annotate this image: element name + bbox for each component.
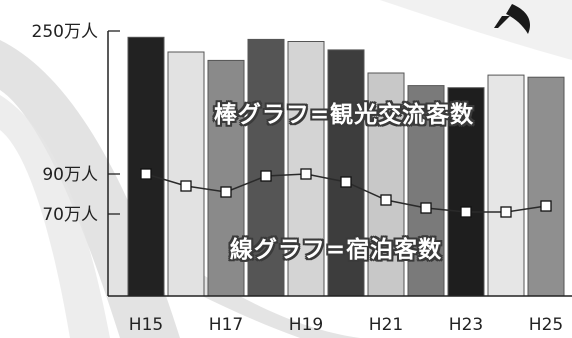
axes [107,31,572,297]
line-point-H20 [340,176,352,188]
line-point-H19 [300,168,312,180]
bar-H22 [407,85,445,297]
bar-H23 [447,87,485,297]
y-tick-label: 70万人 [42,205,98,225]
bar-series [127,36,565,297]
bar-H16 [167,51,205,297]
line-markers [140,168,552,218]
y-tick-labels: 250万人 90万人 70万人 [32,22,120,225]
bar-H18 [247,38,285,297]
bar-H21 [367,72,405,297]
line-point-H16 [180,180,192,192]
line-point-H25 [540,200,552,212]
x-tick-label: H21 [369,315,403,335]
x-tick-label: H23 [449,315,483,335]
line-point-H24 [500,206,512,218]
x-tick-label: H15 [129,315,163,335]
tick-mark-icon [494,16,510,28]
y-tick-label: 90万人 [42,165,98,185]
bar-H25 [527,76,565,297]
line-point-H17 [220,186,232,198]
x-tick-label: H25 [529,315,563,335]
line-point-H22 [420,202,432,214]
x-tick-label: H17 [209,315,243,335]
x-tick-label: H19 [289,315,323,335]
y-tick-label: 250万人 [32,22,98,42]
bar-H24 [487,74,525,297]
line-point-H23 [460,206,472,218]
bar-H17 [207,59,245,297]
line-point-H21 [380,194,392,206]
line-point-H15 [140,168,152,180]
bar-H20 [327,49,365,297]
x-tick-labels: H15 H17 H19 H21 H23 H25 [129,315,563,335]
bar-H15 [127,36,165,297]
line-point-H18 [260,170,272,182]
swoosh-mark-icon [506,4,531,34]
